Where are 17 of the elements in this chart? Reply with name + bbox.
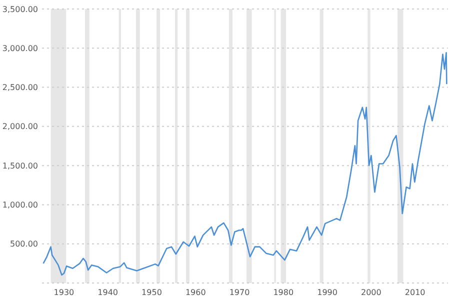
x-tick-label: 2010 [404, 288, 426, 297]
x-tick-label: 1990 [317, 288, 338, 297]
x-tick-label: 1970 [229, 288, 250, 297]
x-tick-label: 2000 [361, 288, 382, 297]
y-tick-label: 3,500.00 [2, 4, 38, 14]
x-tick-label: 1950 [142, 288, 162, 297]
y-tick-label: 500.00 [10, 240, 38, 249]
x-tick-label: 1960 [185, 288, 206, 297]
x-tick-label: 1930 [54, 288, 74, 297]
line-series [42, 52, 448, 276]
y-tick-label: 1,500.00 [2, 161, 38, 170]
y-tick-label: 1,000.00 [2, 200, 38, 210]
y-tick-label: 3,000.00 [2, 44, 38, 53]
x-tick-label: 1980 [273, 288, 294, 297]
y-tick-label: 2,500.00 [2, 83, 38, 92]
y-tick-label: 2,000.00 [2, 122, 38, 132]
x-tick-label: 1940 [98, 288, 118, 297]
